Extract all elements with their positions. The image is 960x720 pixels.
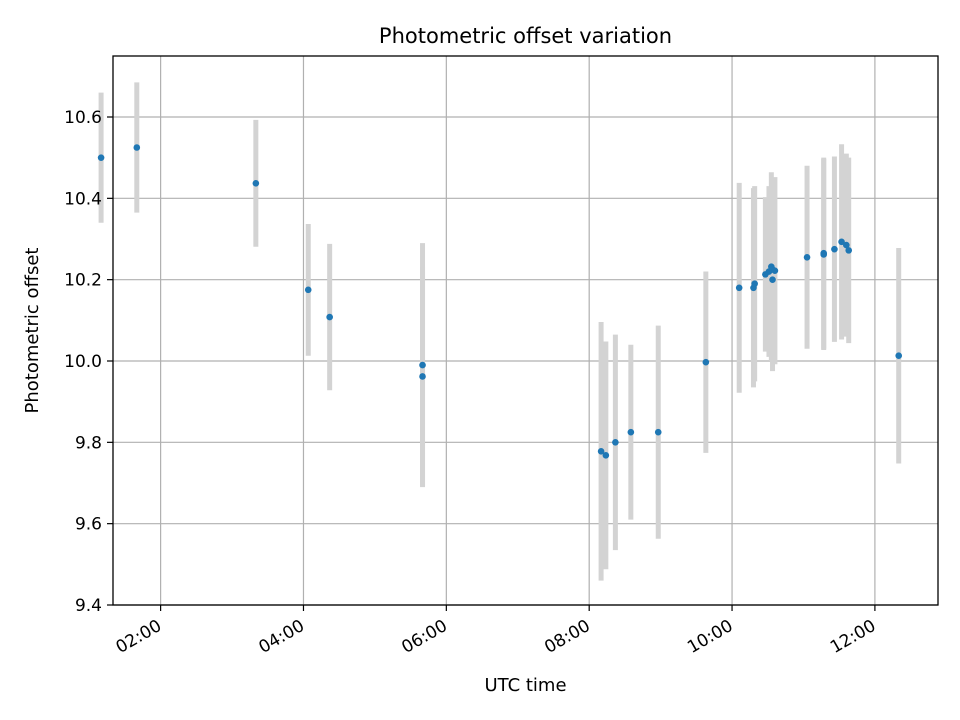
y-axis-title: Photometric offset	[22, 248, 43, 414]
data-point	[419, 361, 426, 369]
data-point	[831, 245, 838, 253]
data-point	[133, 144, 141, 151]
y-tick-label: 9.8	[75, 433, 102, 453]
y-tick-label: 10.0	[64, 352, 102, 372]
data-point	[843, 241, 850, 249]
data-point	[820, 251, 828, 258]
y-tick-label: 10.6	[64, 108, 102, 128]
data-point	[326, 313, 333, 321]
data-point	[769, 276, 776, 283]
points-layer	[97, 144, 903, 459]
data-point	[627, 428, 635, 436]
y-tick-label: 9.6	[75, 515, 102, 535]
data-point	[419, 373, 426, 380]
data-point	[252, 179, 260, 187]
grid-layer	[113, 56, 938, 606]
data-point	[702, 358, 710, 366]
data-point	[602, 452, 610, 459]
data-point	[771, 267, 779, 275]
data-point	[845, 247, 853, 254]
plot-frame	[112, 55, 939, 606]
data-point	[97, 154, 105, 161]
data-point	[612, 439, 619, 446]
data-point	[654, 428, 662, 436]
data-point	[735, 284, 743, 292]
y-tick-label: 10.2	[64, 271, 102, 291]
data-point	[597, 447, 605, 455]
data-point	[895, 352, 903, 360]
data-point	[304, 286, 312, 294]
data-point	[803, 253, 811, 261]
y-tick-label: 10.4	[64, 189, 102, 209]
chart-title: Photometric offset variation	[379, 24, 672, 48]
data-point	[838, 238, 845, 246]
y-tick-label: 9.4	[75, 596, 102, 616]
x-axis-title: UTC time	[484, 675, 566, 696]
y-axis-ticks: 9.4 9.6 9.8 10.0 10.2 10.4 10.6	[64, 108, 113, 616]
data-point	[751, 280, 758, 288]
